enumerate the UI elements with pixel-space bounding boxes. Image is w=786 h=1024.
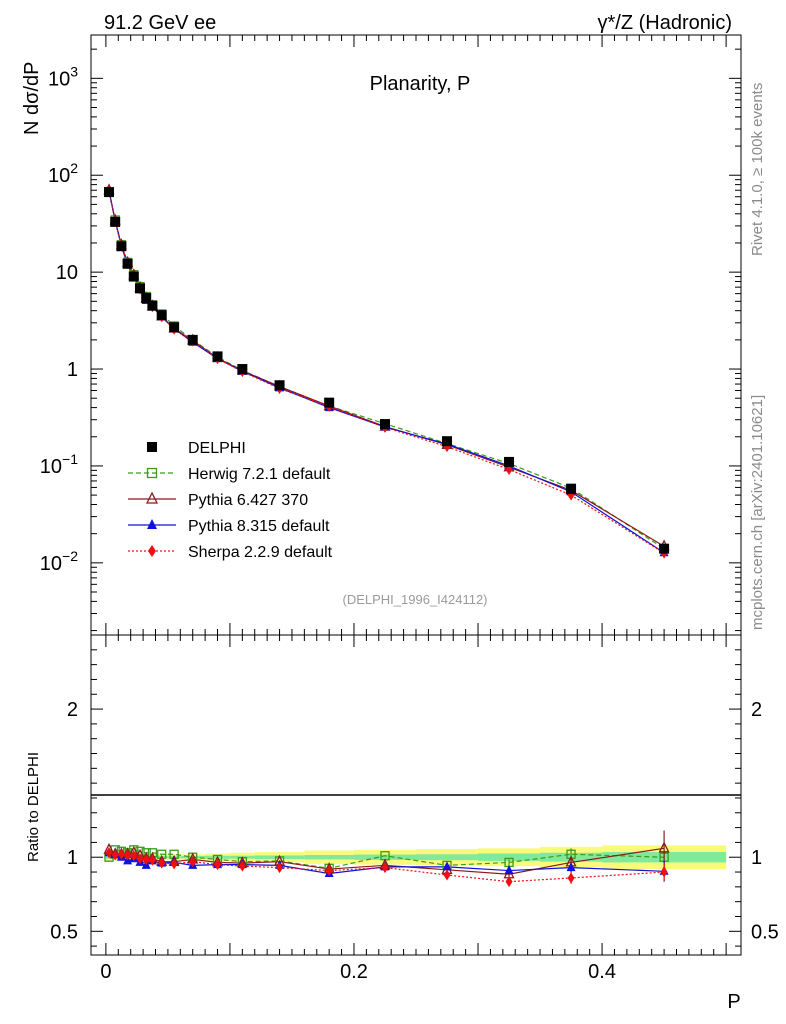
legend-marker-pythia6 (145, 491, 159, 504)
sherpa-ratio-point (124, 849, 132, 861)
data-main-point (212, 351, 223, 362)
main-y-tick-label: 10 (56, 262, 78, 284)
pythia6-ratio-point (658, 841, 670, 853)
sherpa-ratio-point (130, 850, 138, 862)
pythia8-ratio-point (504, 865, 514, 875)
data-main-point (566, 483, 577, 494)
legend-label-data: DELPHI (188, 440, 246, 457)
ratio-y-tick-label-right: 1 (751, 847, 762, 869)
main-y-tick-label: 102 (48, 160, 78, 187)
sherpa-ratio-point (148, 854, 156, 866)
legend-label-pythia8: Pythia 8.315 default (188, 518, 330, 535)
main-y-tick-label: 103 (48, 63, 78, 90)
band-inner-bin (304, 855, 354, 860)
data-main-point (147, 300, 158, 311)
sherpa-ratio-point (505, 876, 513, 888)
data-main-point (442, 436, 453, 447)
ratio-y-axis-label: Ratio to DELPHI (25, 752, 42, 862)
data-main-point (274, 380, 285, 391)
data-main-point (122, 258, 133, 269)
ratio-y-tick-label: 1 (67, 847, 78, 869)
legend: DELPHI Herwig 7.2.1 default Pythia 6.427 3… (128, 440, 333, 561)
data-main-point (134, 283, 145, 294)
pythia8-ratio-point (566, 862, 576, 872)
legend-label-pythia6: Pythia 6.427 370 (188, 492, 308, 509)
chart-title: Planarity, P (370, 73, 471, 95)
legend-marker-data (147, 442, 157, 452)
data-main-point (237, 364, 248, 375)
ratio-y-tick-label-right: 2 (751, 699, 762, 721)
sherpa-ratio-point (325, 865, 333, 877)
main-panel: 10−2 10−1 1 10 102 103 Planarity, P (DELPHI_1… (21, 34, 742, 636)
main-y-tick-label: 10−1 (40, 451, 78, 478)
sherpa-ratio-point (105, 847, 113, 859)
sherpa-ratio-point (238, 860, 246, 872)
legend-marker-pythia8 (147, 519, 157, 529)
ratio-x-tick-label: 0.2 (340, 961, 368, 983)
legend-marker-sherpa (148, 545, 156, 557)
ratio-y-tick-label: 0.5 (50, 921, 78, 943)
data-main-point (116, 241, 127, 252)
data-main-point (103, 187, 114, 198)
sherpa-ratio-point (381, 862, 389, 874)
sherpa-ratio-point (214, 859, 222, 871)
sherpa-ratio-point (142, 853, 150, 865)
main-y-tick-label: 1 (67, 359, 78, 381)
ratio-x-ticks: 0 0.2 0.4 (100, 635, 727, 983)
main-y-axis-label: N dσ/dP (21, 62, 43, 136)
ratio-y-ticks: 0.5 0.5 1 1 2 2 (50, 649, 779, 947)
data-main-point (156, 310, 167, 321)
band-inner-bin (478, 853, 541, 861)
source-reference-label: mcplots.cern.ch [arXiv:2401.10621] (749, 395, 766, 630)
header-left-label: 91.2 GeV ee (104, 12, 216, 34)
main-x-ticks (105, 35, 727, 635)
sherpa-ratio-point (111, 849, 119, 861)
data-main-point (504, 456, 515, 467)
ratio-y-tick-label-right: 0.5 (751, 921, 779, 943)
data-main-point (128, 271, 139, 282)
sherpa-ratio-point (170, 858, 178, 870)
sherpa-ratio-point (158, 857, 166, 869)
ratio-panel: 0.5 0.5 1 1 2 2 0 0.2 0.4 Ratio to DELPHI P (25, 634, 779, 1013)
data-main-point (187, 334, 198, 345)
legend-label-herwig: Herwig 7.2.1 default (188, 466, 331, 483)
data-main-point (324, 397, 335, 408)
legend-marker-herwig (146, 467, 158, 479)
sherpa-ratio-point (567, 872, 575, 884)
ratio-x-tick-label: 0 (100, 961, 111, 983)
ratio-x-tick-label: 0.4 (588, 961, 616, 983)
main-y-tick-label: 10−2 (40, 548, 78, 575)
header-right-label: γ*/Z (Hadronic) (598, 12, 732, 34)
data-main-point (169, 322, 180, 333)
band-inner-bin (353, 854, 416, 860)
legend-label-sherpa: Sherpa 2.2.9 default (188, 544, 333, 561)
data-main-point (141, 293, 152, 304)
ratio-series-markers (103, 830, 670, 888)
pythia8-ratio-point (442, 861, 452, 871)
sherpa-ratio-point (276, 862, 284, 874)
main-series-markers (103, 183, 670, 559)
sherpa-ratio-point (443, 869, 451, 881)
sherpa-ratio-point (660, 866, 668, 878)
main-y-ticks: 10−2 10−1 1 10 102 103 (40, 48, 741, 632)
ratio-y-tick-label: 2 (67, 699, 78, 721)
data-main-point (110, 216, 121, 227)
analysis-watermark: (DELPHI_1996_I424112) (342, 592, 487, 607)
x-axis-label: P (727, 991, 740, 1013)
sherpa-ratio-point (189, 856, 197, 868)
rivet-version-label: Rivet 4.1.0, ≥ 100k events (749, 83, 766, 256)
sherpa-ratio-point (136, 853, 144, 865)
sherpa-ratio-point (117, 848, 125, 860)
data-main-point (379, 419, 390, 430)
band-inner-bin (416, 854, 479, 861)
data-main-point (659, 543, 670, 554)
